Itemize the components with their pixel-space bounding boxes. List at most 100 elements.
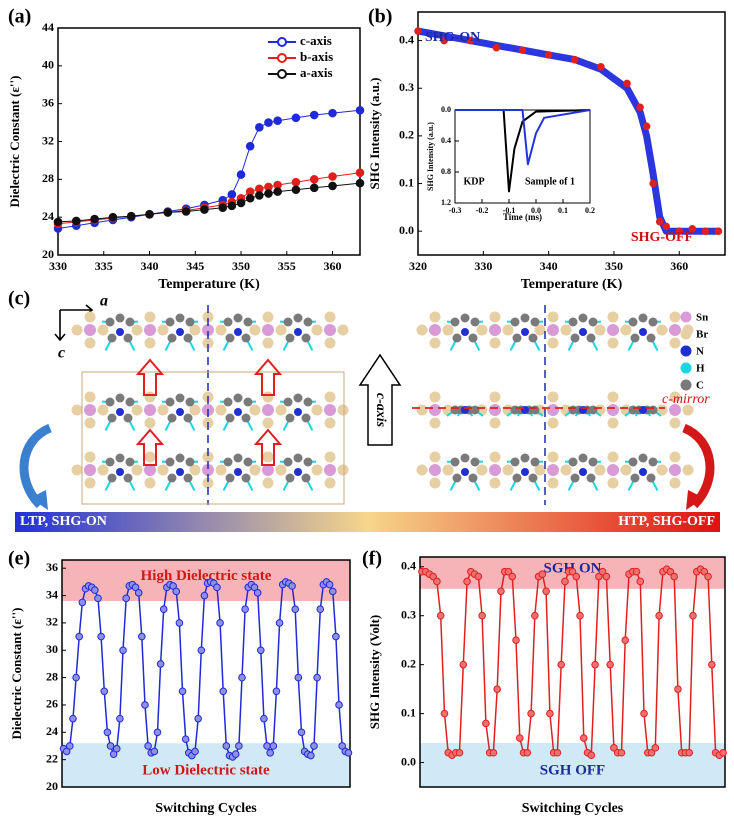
band <box>420 742 725 787</box>
atom <box>241 333 251 343</box>
x-axis-title: Temperature (K) <box>158 277 260 292</box>
atom <box>648 405 658 415</box>
atom <box>84 391 96 403</box>
data-point <box>141 701 149 709</box>
data-point <box>291 113 301 123</box>
atom <box>461 328 469 336</box>
series-line <box>421 568 724 756</box>
atom <box>476 464 488 476</box>
data-point <box>704 572 712 581</box>
atom <box>607 404 619 416</box>
y-tick-label: 0.4 <box>401 559 416 573</box>
data-point <box>163 208 173 217</box>
atom <box>202 324 214 336</box>
y-tick-label: 0.3 <box>399 80 414 94</box>
data-point <box>666 567 675 576</box>
atom <box>189 404 201 416</box>
data-point <box>273 187 282 196</box>
data-point <box>429 572 437 581</box>
atom <box>293 393 303 403</box>
atom <box>311 464 323 476</box>
data-point <box>227 201 237 211</box>
atom <box>262 477 274 489</box>
atom <box>669 324 681 336</box>
y-axis-title: SHG Intensity (Volt) <box>367 615 382 729</box>
data-point <box>572 572 581 581</box>
data-point <box>294 673 303 682</box>
data-point <box>610 744 618 752</box>
atom <box>669 451 681 463</box>
atom <box>429 477 441 489</box>
data-point <box>636 577 645 586</box>
atom <box>607 417 619 429</box>
atom <box>547 311 559 323</box>
data-point <box>288 582 296 590</box>
data-point <box>94 594 102 603</box>
x-tick-label: 335 <box>95 259 113 273</box>
atom <box>489 391 501 403</box>
y-axis-title: SHG Intensity (a.u.) <box>367 78 382 190</box>
atom <box>547 464 559 476</box>
atom <box>560 324 572 336</box>
atom <box>167 333 177 343</box>
atom <box>586 473 596 483</box>
data-point <box>689 611 697 620</box>
atom <box>489 451 501 463</box>
atom <box>243 317 253 327</box>
atom <box>241 413 251 423</box>
atom <box>202 477 214 489</box>
atom <box>249 464 261 476</box>
data-point <box>273 116 282 125</box>
atom <box>175 393 185 403</box>
data-point <box>538 570 547 578</box>
data-point <box>579 734 588 742</box>
data-point <box>632 567 641 576</box>
atom <box>521 468 529 476</box>
y-tick-label: 0.4 <box>441 136 451 145</box>
curved-arrow-head <box>30 490 48 510</box>
atom <box>293 313 303 323</box>
data-point <box>219 687 228 696</box>
atom <box>570 473 580 483</box>
data-point <box>587 751 596 759</box>
y-tick-label: 30 <box>46 642 58 656</box>
atom <box>183 413 193 423</box>
data-point <box>200 205 209 214</box>
x-tick-label: 345 <box>186 259 204 273</box>
data-point <box>119 646 127 655</box>
atom <box>144 417 156 429</box>
atom <box>105 457 115 467</box>
y-tick-label: 0.0 <box>441 105 451 114</box>
legend-atom <box>680 379 692 391</box>
data-point <box>256 646 265 655</box>
data-point <box>178 687 187 696</box>
atom <box>223 397 233 407</box>
atom <box>429 324 441 336</box>
y-tick-label: 44 <box>42 20 54 34</box>
atom <box>294 328 302 336</box>
panel-label: (f) <box>362 548 382 570</box>
annotation: SHG-ON <box>425 30 480 45</box>
atom <box>144 451 156 463</box>
atom <box>607 311 619 323</box>
legend-atom <box>680 328 692 340</box>
legend-atom <box>680 311 692 323</box>
panel-label: (a) <box>8 6 31 28</box>
y-tick-label: 22 <box>46 751 58 765</box>
data-point <box>153 728 162 737</box>
atom <box>607 477 619 489</box>
data-point <box>313 673 321 682</box>
atom <box>568 457 578 467</box>
atom <box>337 324 349 336</box>
data-point <box>62 747 71 756</box>
atom <box>476 324 488 336</box>
atom <box>234 408 242 416</box>
legend-marker <box>277 37 287 47</box>
atom <box>176 328 184 336</box>
atom <box>262 464 274 476</box>
atom <box>105 317 115 327</box>
atom <box>105 397 115 407</box>
atom <box>586 333 596 343</box>
data-point <box>355 105 365 115</box>
